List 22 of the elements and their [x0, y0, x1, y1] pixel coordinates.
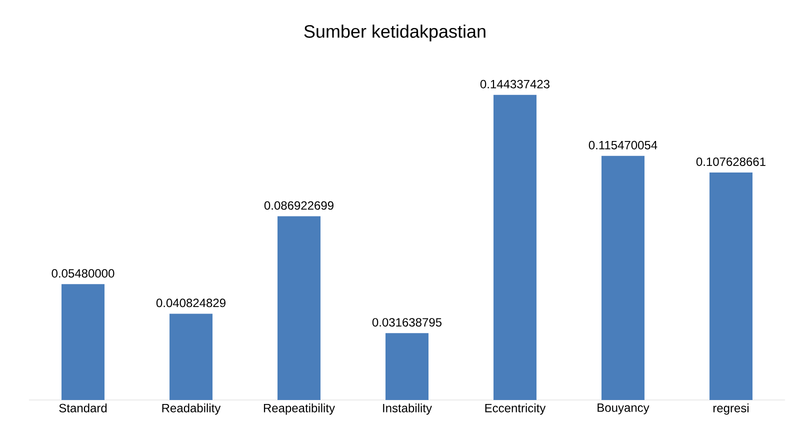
- x-tick-label: Readability: [162, 404, 221, 415]
- x-tick-label: Eccentricity: [485, 404, 546, 415]
- x-tick-label: Reapeatibility: [264, 404, 335, 415]
- x-tick-label: Instability: [383, 404, 432, 415]
- data-label: 0.107628661: [696, 157, 766, 166]
- data-label: 0.144337423: [480, 80, 550, 88]
- bar: [493, 94, 536, 400]
- bar: [278, 216, 321, 400]
- bar: [601, 156, 644, 400]
- bar: [709, 172, 752, 400]
- data-label: 0.040824829: [156, 298, 226, 308]
- x-tick-label: regresi: [713, 404, 749, 415]
- data-label: 0.115470054: [588, 140, 658, 150]
- data-label: 0.031638795: [372, 318, 442, 327]
- bar: [386, 333, 428, 400]
- x-tick-label: Bouyancy: [598, 404, 650, 414]
- x-tick-label: Standard: [59, 404, 107, 412]
- bar: [62, 284, 105, 400]
- chart-title: Sumber ketidakpastian: [304, 24, 486, 42]
- data-label: 0.086922699: [264, 201, 334, 210]
- data-label: 0.05480000: [52, 269, 114, 278]
- bar: [170, 314, 213, 400]
